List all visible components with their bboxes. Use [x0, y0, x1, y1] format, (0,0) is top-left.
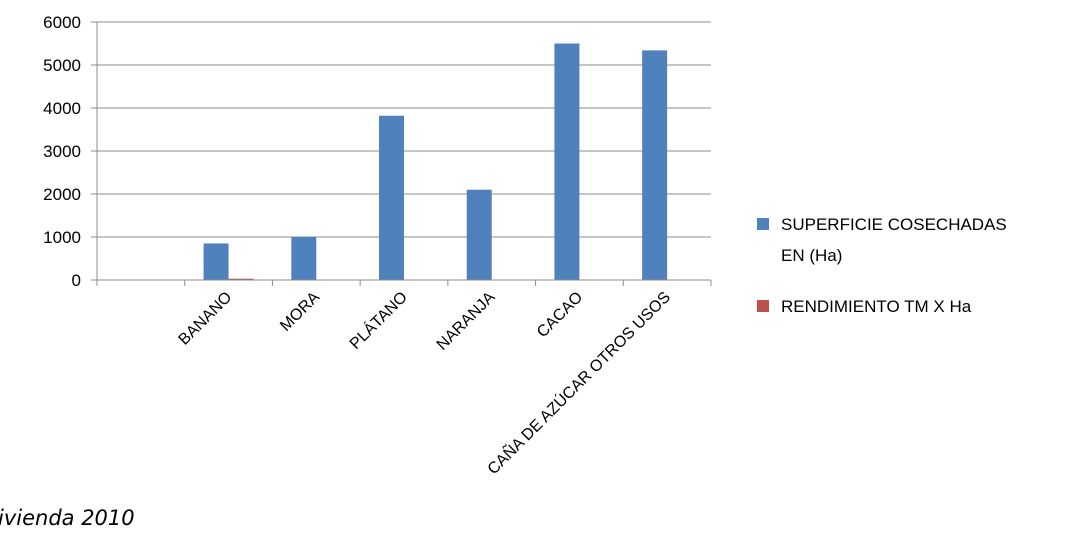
y-tick-label: 4000 — [43, 99, 81, 118]
bar-superficie — [554, 43, 580, 280]
y-tick-label: 3000 — [43, 142, 81, 161]
legend-label: RENDIMIENTO TM X Ha — [781, 297, 972, 316]
bar-superficie — [466, 189, 492, 280]
x-category-label: NARANJA — [434, 289, 499, 354]
bar-superficie — [203, 243, 229, 280]
y-tick-label: 1000 — [43, 228, 81, 247]
source-footnote: ivienda 2010 — [0, 506, 135, 530]
y-tick-label: 5000 — [43, 56, 81, 75]
bar-rendimiento — [228, 278, 254, 280]
y-tick-label: 6000 — [43, 13, 81, 32]
legend-label: EN (Ha) — [781, 246, 842, 265]
x-category-label: BANANO — [176, 289, 236, 349]
legend-swatch — [757, 300, 769, 312]
x-category-label: CAÑA DE AZÚCAR OTROS USOS — [483, 287, 674, 478]
legend: SUPERFICIE COSECHADAS EN (Ha) RENDIMIENTO … — [757, 215, 1007, 316]
legend-swatch — [757, 218, 769, 230]
y-tick-label: 0 — [72, 271, 81, 290]
y-axis-tick-labels: 0 1000 2000 3000 4000 5000 6000 — [43, 13, 81, 290]
bar-superficie — [291, 237, 317, 280]
bar-superficie — [379, 115, 404, 281]
bar-superficie — [642, 50, 668, 280]
y-tick-label: 2000 — [43, 185, 81, 204]
x-category-label: PLÁTANO — [345, 287, 410, 352]
bars — [203, 43, 668, 281]
x-category-label: CACAO — [534, 289, 586, 341]
axes — [91, 21, 712, 286]
legend-label: SUPERFICIE COSECHADAS — [781, 215, 1007, 234]
x-category-label: MORA — [277, 289, 323, 335]
